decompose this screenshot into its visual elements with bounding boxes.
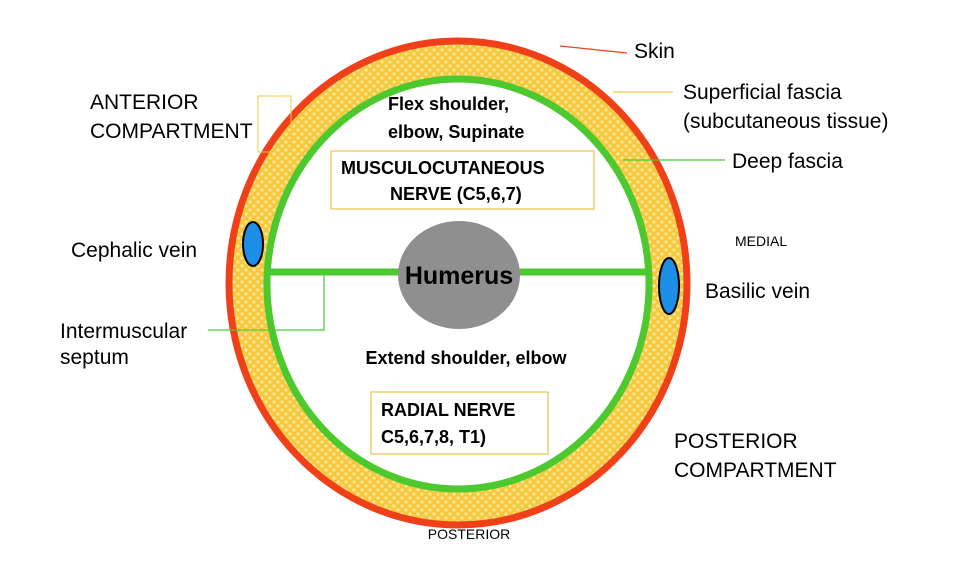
intermuscular-septum-label-1: Intermuscular (60, 320, 187, 343)
medial-label: MEDIAL (735, 233, 787, 249)
anterior-compartment-marker (257, 95, 292, 153)
posterior-compartment-label-1: POSTERIOR (674, 430, 798, 453)
anterior-compartment-label-2: COMPARTMENT (90, 120, 253, 143)
posterior-label: POSTERIOR (428, 526, 510, 542)
anterior-action-line-1: Flex shoulder, (388, 94, 509, 114)
radial-nerve-box (370, 391, 549, 455)
musculocutaneous-nerve-line-1: MUSCULOCUTANEOUS (341, 158, 545, 178)
skin-label: Skin (634, 40, 675, 63)
superficial-fascia-label-2: (subcutaneous tissue) (683, 110, 888, 133)
musculocutaneous-nerve-line-2: NERVE (C5,6,7) (390, 184, 522, 204)
radial-nerve-line-2: C5,6,7,8, T1) (381, 427, 486, 447)
intermuscular-leader-line (208, 272, 325, 331)
superficial-fascia-label-1: Superficial fascia (683, 81, 842, 104)
basilic-vein-label: Basilic vein (705, 280, 810, 303)
deep-fascia-label: Deep fascia (732, 150, 843, 173)
posterior-action-line-1: Extend shoulder, elbow (365, 348, 567, 368)
cephalic-vein-label: Cephalic vein (71, 239, 197, 262)
humerus-label: Humerus (405, 262, 513, 290)
musculocutaneous-nerve-box (330, 150, 595, 210)
cephalic-vein-shape (242, 221, 264, 267)
radial-nerve-line-1: RADIAL NERVE (381, 400, 515, 420)
humerus-bone (398, 221, 520, 329)
intermuscular-septum-label-2: septum (60, 346, 129, 369)
anterior-action-line-2: elbow, Supinate (388, 122, 524, 142)
anterior-compartment-label-1: ANTERIOR (90, 91, 199, 114)
skin-leader-line (559, 45, 628, 54)
basilic-vein-shape (658, 257, 680, 315)
posterior-compartment-label-2: COMPARTMENT (674, 459, 837, 482)
